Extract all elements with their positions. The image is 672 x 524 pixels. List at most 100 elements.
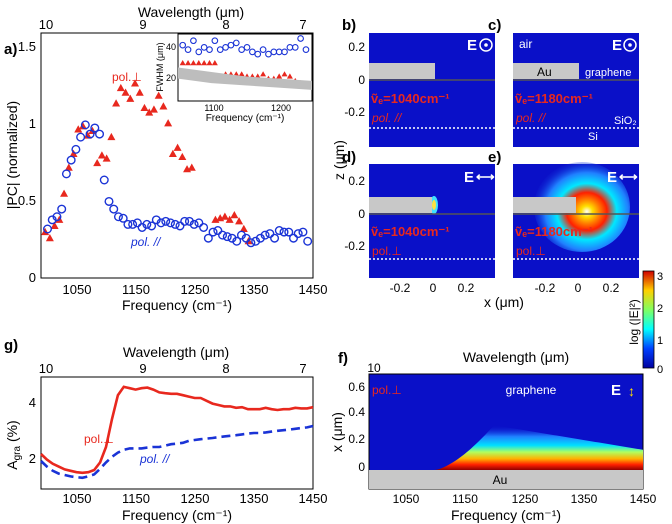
field-intensity-region bbox=[369, 425, 643, 470]
triangle-point bbox=[178, 152, 187, 161]
z-tick: 0 bbox=[358, 73, 365, 87]
circle-point bbox=[52, 212, 62, 222]
wl-tick: 7 bbox=[299, 361, 306, 376]
circle-point bbox=[279, 227, 289, 237]
inset-triangle-point bbox=[281, 71, 288, 77]
circle-point bbox=[293, 229, 303, 239]
inset-circle-point bbox=[249, 48, 256, 56]
triangle-point bbox=[74, 125, 83, 133]
au-stripe-c bbox=[513, 63, 579, 79]
e-field-label-b: E bbox=[467, 37, 477, 54]
wl-tick: 8 bbox=[222, 17, 229, 32]
x-tick: 0 bbox=[430, 281, 437, 295]
panel-label-f: f) bbox=[338, 350, 348, 367]
wavelength-axis-title-f: Wavelength (μm) bbox=[463, 349, 569, 365]
legend-pol-par-g: pol. // bbox=[139, 452, 171, 466]
circle-point bbox=[222, 232, 232, 242]
triangle-point bbox=[102, 154, 111, 162]
wavelength-ticks-f: 10 bbox=[367, 361, 381, 375]
circle-point bbox=[180, 216, 190, 226]
z-ticks-top: 0.2 0 -0.2 bbox=[344, 40, 365, 119]
panel-label-e: e) bbox=[488, 149, 501, 166]
circle-point bbox=[76, 132, 86, 142]
triangle-point bbox=[164, 119, 173, 127]
inset-x-axis-title: Frequency (cm⁻¹) bbox=[206, 113, 285, 124]
e-field-label-c: E bbox=[612, 37, 622, 54]
circle-point bbox=[161, 216, 171, 226]
inset-triangle-point bbox=[190, 60, 197, 66]
circle-point bbox=[260, 230, 270, 240]
inset-triangle-point bbox=[185, 60, 192, 66]
x-tick: -0.2 bbox=[390, 281, 411, 295]
triangle-point bbox=[107, 132, 116, 141]
inset-frame-a bbox=[177, 33, 313, 102]
y-tick: 0.6 bbox=[348, 380, 365, 394]
circle-point bbox=[241, 233, 251, 243]
x-tick: 1150 bbox=[122, 282, 150, 297]
au-stripe-b bbox=[369, 63, 435, 79]
au-label: Au bbox=[537, 65, 552, 79]
triangle-point bbox=[121, 88, 130, 96]
x-tick: 1250 bbox=[512, 492, 539, 506]
y-tick: 0 bbox=[29, 270, 36, 285]
line-series-g bbox=[40, 385, 314, 480]
panel-d: E ⟷ ṽₑ=1040cm⁻¹ pol.⊥ bbox=[369, 164, 495, 278]
x-tick: 1150 bbox=[452, 492, 478, 506]
inset-triangle-point bbox=[211, 60, 218, 66]
circle-point bbox=[95, 129, 105, 139]
colorbar: 3 2 1 0 log (|E|²) bbox=[627, 270, 663, 376]
triangle-point bbox=[50, 221, 59, 229]
y-tick: 2 bbox=[29, 451, 36, 466]
y-axis-title-f: x (μm) bbox=[329, 412, 345, 452]
circle-point bbox=[194, 218, 204, 228]
z-tick: -0.2 bbox=[344, 105, 365, 119]
wl-tick: 8 bbox=[222, 361, 229, 376]
inset-triangle-point bbox=[260, 71, 267, 77]
y-tick: 0.4 bbox=[348, 405, 365, 419]
freq-label-d: ṽₑ=1040cm⁻¹ bbox=[371, 224, 450, 239]
inset-circle-point bbox=[297, 35, 304, 42]
inset-triangle-point bbox=[206, 60, 213, 66]
freq-label-c: ṽₑ=1180cm⁻¹ bbox=[515, 91, 593, 106]
triangle-point bbox=[116, 83, 125, 92]
triangle-point bbox=[159, 102, 168, 110]
wl-tick: 10 bbox=[367, 361, 381, 375]
triangle-point bbox=[173, 143, 182, 151]
circle-point bbox=[288, 233, 298, 243]
au-stripe-d bbox=[369, 197, 432, 213]
line-series-pol-par bbox=[40, 424, 314, 480]
circle-point bbox=[61, 169, 71, 179]
inset-triangle-point bbox=[286, 73, 293, 79]
freq-label-b: ṽₑ=1040cm⁻¹ bbox=[371, 91, 450, 106]
panel-label-c: c) bbox=[488, 17, 501, 34]
triangle-point bbox=[149, 105, 158, 113]
circle-point bbox=[156, 218, 166, 228]
circle-point bbox=[118, 213, 128, 223]
inset-circle-point bbox=[281, 48, 288, 56]
e-horizontal-icon: ⟷ bbox=[476, 169, 495, 184]
triangle-point bbox=[45, 233, 54, 242]
colorbar-tick: 3 bbox=[657, 271, 663, 283]
x-tick: 1250 bbox=[181, 282, 210, 297]
inset-y-tick: 20 bbox=[166, 73, 176, 83]
triangle-point bbox=[126, 94, 135, 102]
wl-tick: 9 bbox=[139, 361, 146, 376]
inset-circle-point bbox=[265, 50, 272, 58]
inset-circle-point bbox=[216, 46, 224, 53]
triangle-point bbox=[69, 149, 78, 157]
wavelength-ticks-a: 10 9 8 7 bbox=[39, 17, 307, 32]
x-tick: 1350 bbox=[571, 492, 598, 506]
pol-label-d: pol.⊥ bbox=[372, 244, 402, 258]
sio2-label: SiO₂ bbox=[614, 115, 637, 127]
inset-marks bbox=[178, 35, 312, 90]
inset-circle-point bbox=[243, 44, 251, 51]
panel-a: a) Wavelength (μm) 10 9 8 7 |PC| (normal… bbox=[4, 4, 327, 313]
colorbar-gradient bbox=[642, 270, 655, 369]
freq-label-e: ṽₑ=1180cm⁻¹ bbox=[515, 224, 593, 239]
y-axis-title-g: Agra (%) bbox=[4, 420, 23, 469]
panel-b: E ṽₑ=1040cm⁻¹ pol. // bbox=[369, 33, 495, 147]
triangle-point bbox=[154, 91, 163, 99]
y-tick: 4 bbox=[29, 395, 36, 410]
z-tick: 0.2 bbox=[348, 174, 365, 188]
